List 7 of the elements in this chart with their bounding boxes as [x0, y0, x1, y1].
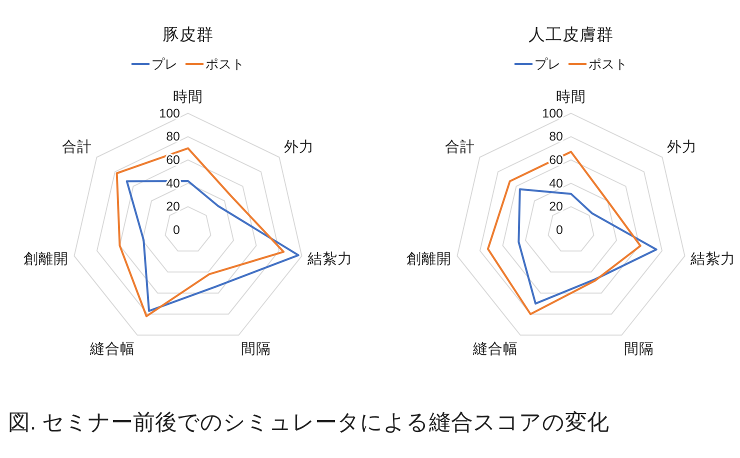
legend-label: プレ [534, 56, 560, 72]
legend-label: ポスト [588, 56, 628, 72]
title: 人工皮膚群 [528, 26, 614, 44]
legend-label: プレ [152, 56, 178, 72]
annotation: 図. セミナー前後でのシミュレータによる縫合スコアの変化 [8, 410, 610, 434]
title: 豚皮群 [162, 26, 214, 44]
legend-label: ポスト [206, 56, 244, 72]
